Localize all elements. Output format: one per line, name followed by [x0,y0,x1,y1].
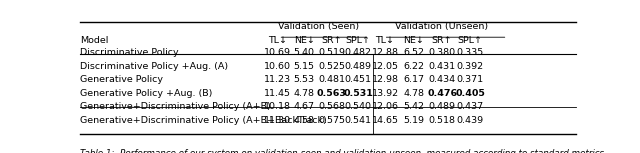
Text: Discriminative Policy +Aug. (A): Discriminative Policy +Aug. (A) [81,62,228,71]
Text: Validation (Seen): Validation (Seen) [278,22,358,31]
Text: 0.531: 0.531 [343,89,373,98]
Text: Table 1:  Performance of our system on validation-seen and validation-unseen, me: Table 1: Performance of our system on va… [80,149,607,153]
Text: 0.575: 0.575 [318,116,345,125]
Text: 5.19: 5.19 [403,116,424,125]
Text: 5.42: 5.42 [403,102,424,111]
Text: 0.540: 0.540 [345,102,372,111]
Text: 4.78: 4.78 [294,89,315,98]
Text: 13.92: 13.92 [371,89,399,98]
Text: 0.568: 0.568 [318,102,345,111]
Text: 11.23: 11.23 [264,75,291,84]
Text: 5.40: 5.40 [294,48,315,57]
Text: 4.58: 4.58 [294,116,315,125]
Text: SR↑: SR↑ [432,36,452,45]
Text: 11.30: 11.30 [264,116,291,125]
Text: 6.22: 6.22 [403,62,424,71]
Text: 0.476: 0.476 [427,89,457,98]
Text: 11.45: 11.45 [264,89,291,98]
Text: 14.65: 14.65 [372,116,399,125]
Text: Generative+Discriminative Policy (A+B+BackTrack): Generative+Discriminative Policy (A+B+Ba… [81,116,327,125]
Text: Generative Policy +Aug. (B): Generative Policy +Aug. (B) [81,89,213,98]
Text: 0.519: 0.519 [318,48,345,57]
Text: Model: Model [81,36,109,45]
Text: 0.405: 0.405 [456,89,485,98]
Text: 4.67: 4.67 [294,102,315,111]
Text: 10.60: 10.60 [264,62,291,71]
Text: 0.335: 0.335 [457,48,484,57]
Text: Validation (Unseen): Validation (Unseen) [395,22,488,31]
Text: 12.06: 12.06 [372,102,399,111]
Text: SPL↑: SPL↑ [346,36,371,45]
Text: 10.18: 10.18 [264,102,291,111]
Text: NE↓: NE↓ [403,36,424,45]
Text: 6.17: 6.17 [403,75,424,84]
Text: 0.541: 0.541 [345,116,372,125]
Text: 0.371: 0.371 [457,75,484,84]
Text: 0.431: 0.431 [429,62,456,71]
Text: 12.88: 12.88 [372,48,399,57]
Text: TL↓: TL↓ [268,36,287,45]
Text: 0.518: 0.518 [429,116,456,125]
Text: 10.69: 10.69 [264,48,291,57]
Text: 0.451: 0.451 [345,75,372,84]
Text: NE↓: NE↓ [294,36,315,45]
Text: 12.05: 12.05 [372,62,399,71]
Text: 0.392: 0.392 [457,62,484,71]
Text: Discriminative Policy: Discriminative Policy [81,48,179,57]
Text: SPL↑: SPL↑ [458,36,483,45]
Text: Generative+Discriminative Policy (A+B): Generative+Discriminative Policy (A+B) [81,102,271,111]
Text: 0.481: 0.481 [318,75,345,84]
Text: 0.489: 0.489 [345,62,372,71]
Text: 0.525: 0.525 [318,62,345,71]
Text: Generative Policy: Generative Policy [81,75,163,84]
Text: 0.437: 0.437 [457,102,484,111]
Text: 0.563: 0.563 [317,89,346,98]
Text: 5.53: 5.53 [294,75,315,84]
Text: TL↓: TL↓ [376,36,394,45]
Text: 0.489: 0.489 [429,102,456,111]
Text: 6.52: 6.52 [403,48,424,57]
Text: 0.439: 0.439 [457,116,484,125]
Text: 12.98: 12.98 [372,75,399,84]
Text: 4.78: 4.78 [403,89,424,98]
Text: 0.434: 0.434 [429,75,456,84]
Text: 5.15: 5.15 [294,62,315,71]
Text: 0.482: 0.482 [345,48,372,57]
Text: SR↑: SR↑ [321,36,342,45]
Text: 0.380: 0.380 [429,48,456,57]
